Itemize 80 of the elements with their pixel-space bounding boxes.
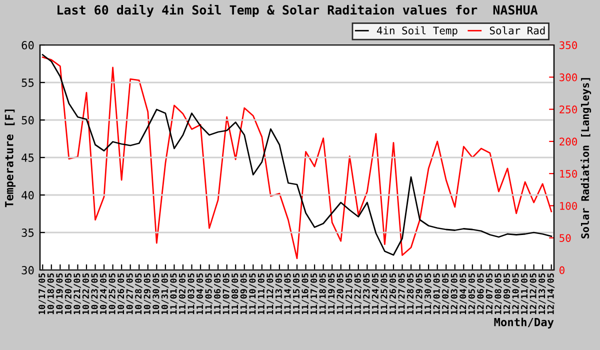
y-tick-label: 50 [22,116,34,124]
x-tick-label: 11/23/05 [363,273,370,314]
x-tick-label: 11/05/05 [205,273,213,314]
x-tick-label: 11/16/05 [302,273,309,314]
y-axis-title: Temperature [F] [4,110,16,208]
x-tick-label: 10/31/05 [161,273,169,314]
x-tick-label: 10/23/05 [91,273,98,314]
x-tick-label: 12/12/05 [530,273,538,314]
x-tick-label: 12/04/05 [460,273,467,314]
y2-axis-title: Solar Radiation [Langleys] [580,78,592,238]
y-tick-label: 40 [22,191,34,200]
x-tick-label: 12/01/05 [433,273,441,314]
x-tick-label: 11/19/05 [328,273,336,314]
x-tick-label: 11/24/05 [372,273,380,314]
y-tick-label: 30 [22,266,34,274]
y-tick-label: 60 [22,41,34,50]
x-tick-label: 11/10/05 [249,273,256,314]
x-tick-label: 11/03/05 [188,273,195,314]
chart-title: Last 60 daily 4in Soil Temp & Solar Raditaion values for NASHUA [58,4,538,18]
x-tick-label: 11/28/05 [406,273,414,314]
x-tick-label: 11/20/05 [336,273,344,314]
x-tick-label: 10/20/05 [64,273,72,314]
x-tick-label: 10/21/05 [74,273,81,314]
x-tick-label: 12/08/05 [494,273,502,314]
y2-tick-label: 200 [560,138,577,146]
x-tick-label: 12/06/05 [477,273,484,314]
x-tick-label: 10/24/05 [100,273,108,314]
x-tick-label: 12/09/05 [503,273,511,314]
x-tick-label: 10/26/05 [117,273,125,314]
x-tick-label: 11/09/05 [240,273,248,314]
x-tick-label: 11/29/05 [416,273,424,314]
y2-tick-label: 50 [560,234,571,242]
x-tick-label: 11/12/05 [266,273,274,314]
x-tick-label: 11/18/05 [319,273,327,314]
x-tick-label: 11/27/05 [398,273,406,314]
x-tick-label: 10/17/05 [38,273,46,314]
y2-tick-label: 350 [560,41,577,50]
x-tick-label: 11/26/05 [389,273,397,314]
x-tick-label: 12/03/05 [450,273,458,314]
x-tick-label: 11/13/05 [275,273,283,314]
x-tick-label: 11/22/05 [354,273,362,314]
y2-tick-label: 300 [560,73,577,82]
x-axis-title: Month/Day [494,318,554,328]
x-tick-label: 12/02/05 [442,273,450,314]
x-tick-label: 11/11/05 [258,273,266,314]
x-tick-label: 11/02/05 [178,273,186,314]
x-tick-label: 12/14/05 [547,273,555,314]
x-tick-label: 12/05/05 [468,273,476,314]
x-tick-label: 11/07/05 [222,273,230,314]
x-tick-label: 12/07/05 [486,273,494,314]
x-tick-label: 12/13/05 [538,273,546,314]
x-tick-label: 11/04/05 [196,273,204,314]
x-tick-label: 11/01/05 [170,273,178,314]
y2-tick-label: 250 [560,106,577,114]
x-tick-label: 10/19/05 [56,273,64,314]
x-tick-label: 10/29/05 [144,273,152,314]
x-tick-label: 10/28/05 [135,273,142,314]
y2-tick-label: 0 [560,266,564,274]
x-tick-label: 11/06/05 [214,273,222,314]
y-tick-label: 55 [22,78,34,87]
y2-tick-label: 150 [560,170,577,178]
x-tick-label: 10/30/05 [152,273,160,314]
x-tick-label: 10/18/05 [47,273,55,314]
legend-label: 4in Soil Temp [376,26,458,36]
x-tick-label: 10/27/05 [126,273,134,314]
x-tick-label: 11/08/05 [232,273,239,314]
x-tick-label: 11/17/05 [310,273,318,314]
x-tick-label: 11/30/05 [424,273,432,314]
x-tick-label: 11/15/05 [292,273,300,314]
y-tick-label: 35 [22,228,34,237]
legend-label: Solar Rad [490,26,545,34]
y2-tick-label: 100 [560,202,577,210]
x-tick-label: 10/22/05 [82,273,90,314]
x-tick-label: 10/25/05 [108,273,116,314]
x-tick-label: 12/10/05 [512,273,520,314]
y-tick-label: 45 [22,154,34,162]
x-tick-label: 11/14/05 [284,273,292,314]
x-tick-label: 12/11/05 [520,273,528,314]
x-tick-label: 11/21/05 [346,273,353,314]
x-tick-label: 11/25/05 [380,273,388,314]
